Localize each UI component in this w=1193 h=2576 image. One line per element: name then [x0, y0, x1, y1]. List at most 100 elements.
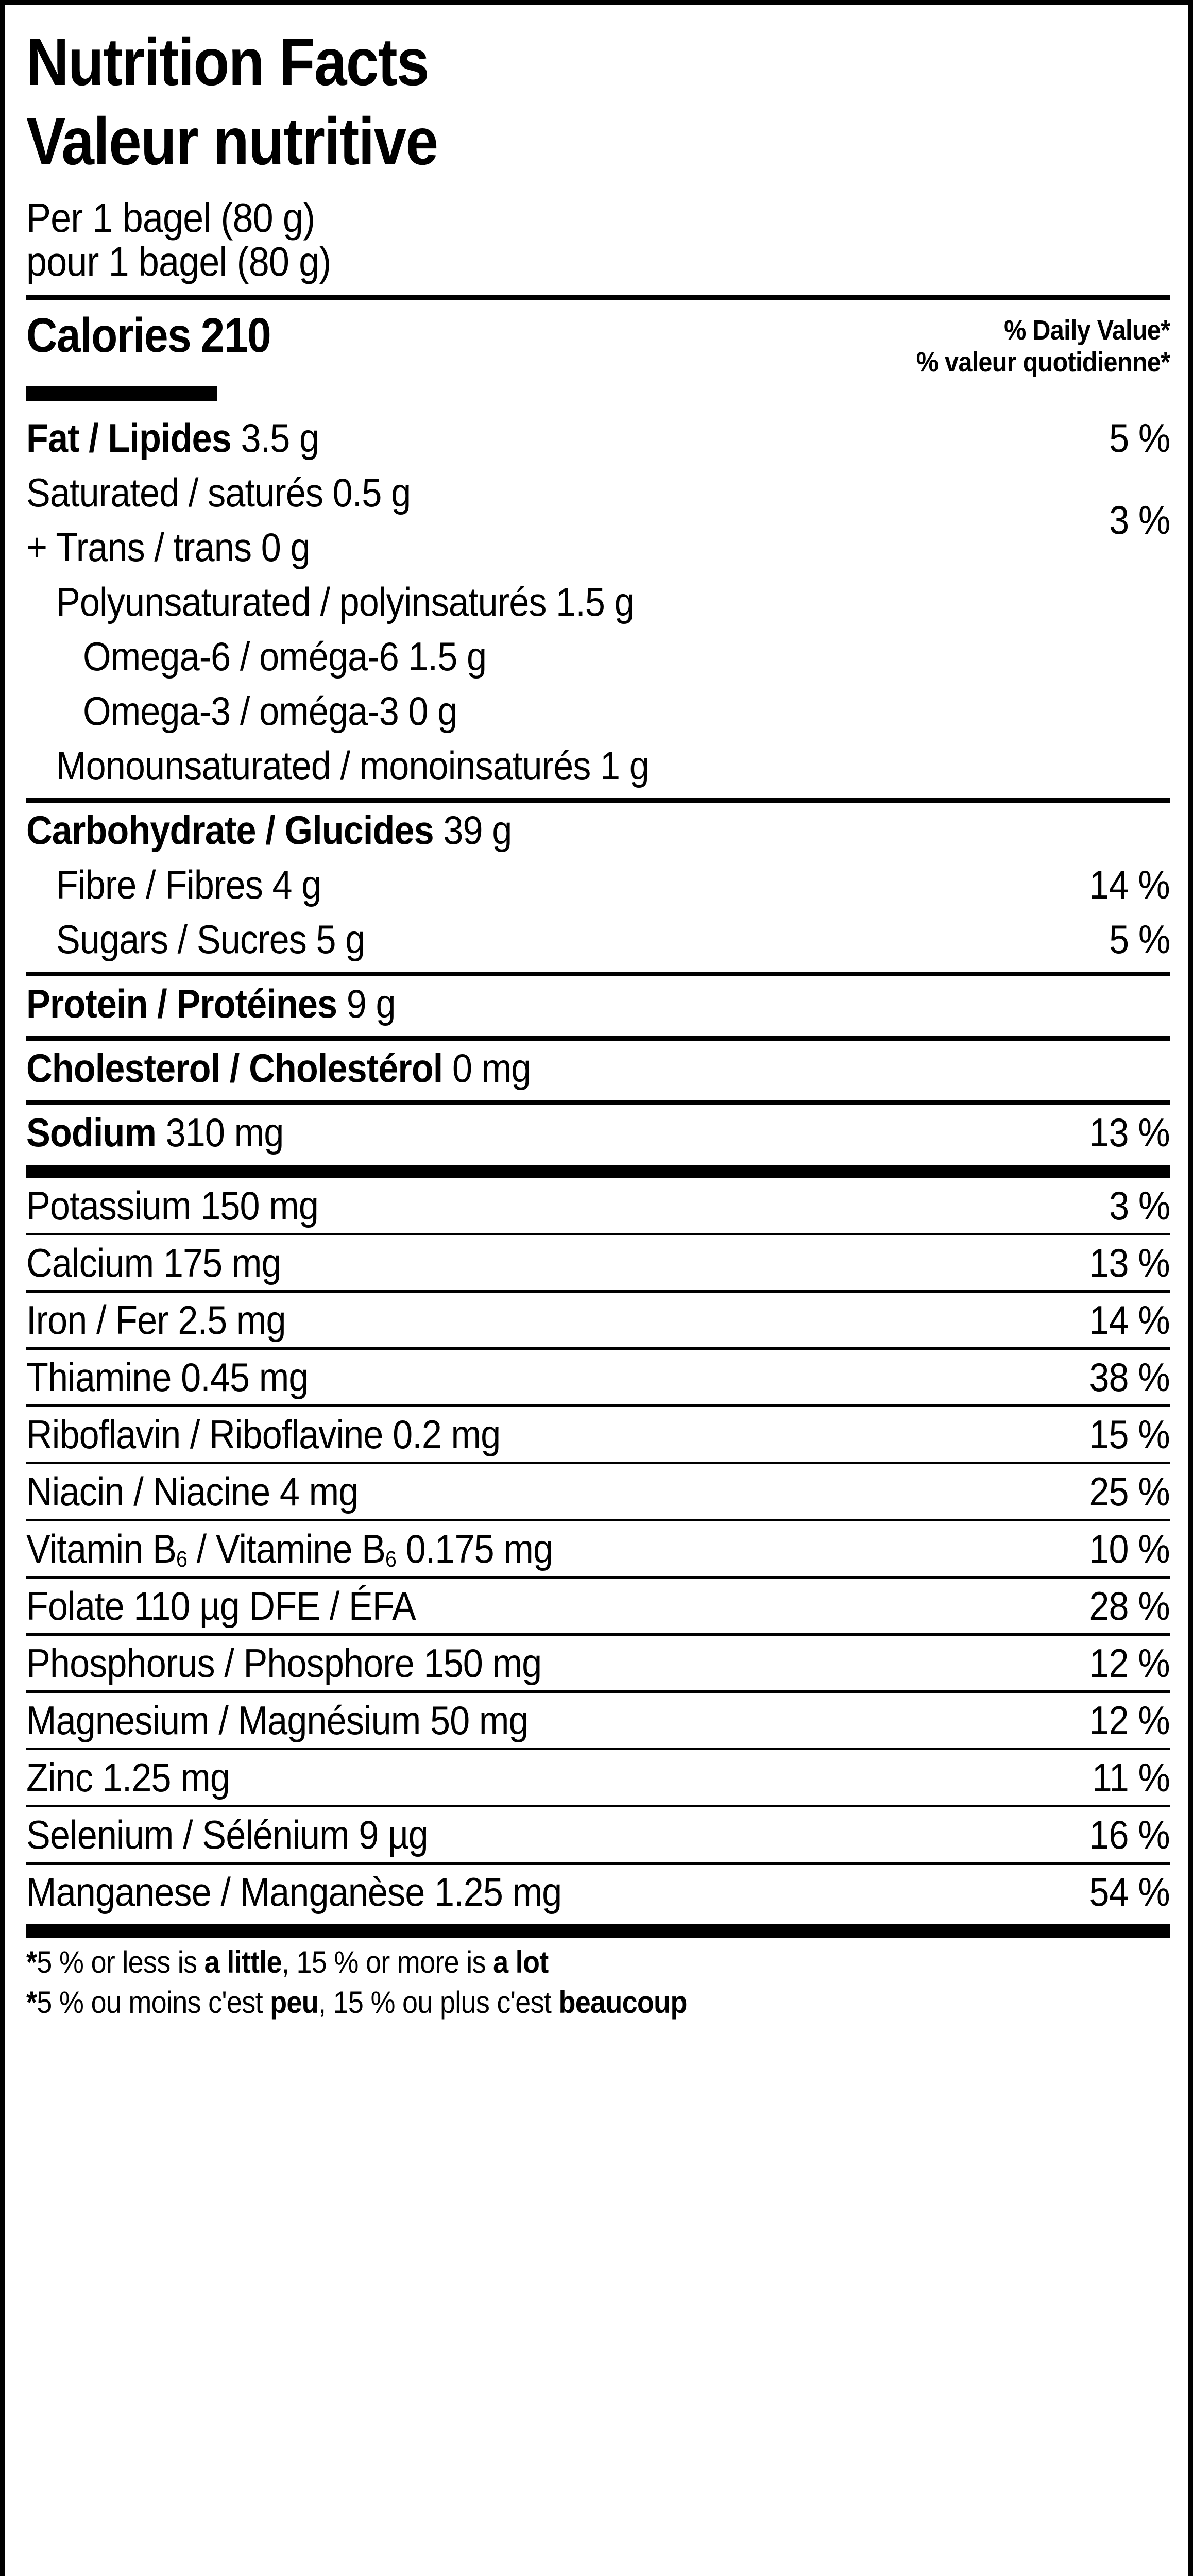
rule-under-zinc [26, 1804, 1170, 1807]
row-vitamin-b6-sub-fr: 6 [385, 1546, 397, 1572]
row-thiamine-name: Thiamine 0.45 mg [26, 1357, 309, 1397]
footnote-en-part2: , 15 % or more is [281, 1944, 493, 1979]
row-niacin-amount: 4 mg [279, 1468, 359, 1514]
row-carbohydrate-name: Carbohydrate / Glucides 39 g [26, 810, 512, 850]
row-fat-label: Fat / Lipides [26, 415, 232, 461]
row-phosphorus: Phosphorus / Phosphore 150 mg 12 % [26, 1636, 1170, 1690]
row-selenium-name: Selenium / Sélénium 9 µg [26, 1811, 429, 1857]
footnote-fr-part1: 5 % ou moins c'est [37, 1985, 270, 2020]
row-fat-amount: 3.5 g [241, 415, 319, 461]
row-sodium-name: Sodium 310 mg [26, 1109, 284, 1155]
row-vitamin-b6-amount: 0.175 mg [405, 1526, 553, 1571]
row-vitamin-b6-pct: 10 % [1089, 1526, 1170, 1571]
rule-under-potassium [26, 1232, 1170, 1235]
row-thiamine-pct: 38 % [1089, 1354, 1170, 1400]
row-potassium-amount: 150 mg [200, 1182, 319, 1228]
row-omega6-name: Omega-6 / oméga-6 1.5 g [83, 636, 487, 676]
row-sodium: Sodium 310 mg 13 % [26, 1105, 1170, 1160]
row-sugars: Sugars / Sucres 5 g 5 % [26, 912, 1170, 967]
row-selenium-pct: 16 % [1089, 1811, 1170, 1857]
calories-value: 210 [200, 308, 271, 363]
rule-under-vitamin-b6 [26, 1575, 1170, 1579]
row-riboflavin-amount: 0.2 mg [393, 1411, 501, 1457]
row-sugars-amount: 5 g [316, 916, 366, 962]
row-iron: Iron / Fer 2.5 mg 14 % [26, 1293, 1170, 1347]
row-vitamin-b6-sub-en: 6 [176, 1546, 188, 1572]
row-cholesterol: Cholesterol / Cholestérol 0 mg [26, 1041, 1170, 1095]
row-sodium-amount: 310 mg [165, 1109, 284, 1155]
row-vitamin-b6-label-mid: / Vitamine B [187, 1526, 386, 1571]
row-zinc-pct: 11 % [1092, 1754, 1170, 1800]
row-saturated-name: Saturated / saturés 0.5 g [26, 472, 411, 513]
rule-under-cholesterol [26, 1100, 1170, 1105]
footnote-fr-part2: , 15 % ou plus c'est [318, 1985, 559, 2020]
footnote-fr: *5 % ou moins c'est peu, 15 % ou plus c'… [26, 1978, 1055, 2018]
row-trans-name: + Trans / trans 0 g [26, 524, 311, 570]
row-sugars-name: Sugars / Sucres 5 g [56, 919, 365, 959]
row-calcium-amount: 175 mg [163, 1240, 282, 1285]
row-manganese-amount: 1.25 mg [434, 1869, 562, 1914]
row-phosphorus-name: Phosphorus / Phosphore 150 mg [26, 1640, 542, 1686]
row-polyunsaturated-amount: 1.5 g [556, 579, 635, 624]
serving-size-fr: pour 1 bagel (80 g) [26, 238, 331, 284]
row-fat-name: Fat / Lipides 3.5 g [26, 418, 319, 458]
row-phosphorus-label: Phosphorus / Phosphore [26, 1640, 415, 1686]
row-iron-name: Iron / Fer 2.5 mg [26, 1300, 286, 1340]
row-monounsaturated-amount: 1 g [600, 742, 650, 788]
row-folate-amount: 110 µg DFE / ÉFA [133, 1583, 416, 1629]
rule-under-fat [26, 798, 1170, 803]
footnote-en-bold1: a little [204, 1944, 282, 1979]
rule-under-selenium [26, 1861, 1170, 1865]
footnote-fr-bold1: peu [270, 1985, 319, 2020]
rule-under-magnesium [26, 1747, 1170, 1750]
row-vitamin-b6-name: Vitamin B6 / Vitamine B6 0.175 mg [26, 1526, 553, 1572]
rule-under-sodium [26, 1164, 1170, 1178]
row-omega3-name: Omega-3 / oméga-3 0 g [83, 691, 457, 731]
footnote-en-part1: 5 % or less is [37, 1944, 204, 1979]
row-omega3-label: Omega-3 / oméga-3 [83, 688, 399, 734]
row-sugars-pct: 5 % [1109, 916, 1170, 962]
rule-under-niacin [26, 1518, 1170, 1521]
calories-line: Calories 210 [26, 308, 271, 363]
row-potassium-name: Potassium 150 mg [26, 1182, 319, 1228]
row-fibre-amount: 4 g [272, 861, 321, 907]
row-zinc-amount: 1.25 mg [102, 1754, 230, 1800]
row-monounsaturated: Monounsaturated / monoinsaturés 1 g [26, 738, 1170, 793]
row-niacin-name: Niacin / Niacine 4 mg [26, 1468, 359, 1514]
row-trans-label: + Trans / trans [26, 524, 252, 570]
row-saturated-label: Saturated / saturés [26, 469, 323, 515]
rule-under-iron [26, 1347, 1170, 1350]
row-saturated-trans-group: Saturated / saturés 0.5 g + Trans / tran… [26, 465, 1170, 574]
row-omega3: Omega-3 / oméga-3 0 g [26, 684, 1170, 738]
row-calcium: Calcium 175 mg 13 % [26, 1235, 1170, 1290]
rule-under-serving [26, 295, 1170, 300]
row-thiamine: Thiamine 0.45 mg 38 % [26, 1350, 1170, 1404]
row-potassium: Potassium 150 mg 3 % [26, 1178, 1170, 1233]
row-protein-amount: 9 g [346, 980, 396, 1026]
row-magnesium-label: Magnesium / Magnésium [26, 1697, 421, 1743]
row-fibre-label: Fibre / Fibres [56, 861, 263, 907]
row-riboflavin: Riboflavin / Riboflavine 0.2 mg 15 % [26, 1407, 1170, 1462]
row-vitamin-b6: Vitamin B6 / Vitamine B6 0.175 mg 10 % [26, 1521, 1170, 1576]
row-magnesium: Magnesium / Magnésium 50 mg 12 % [26, 1693, 1170, 1748]
row-saturated-amount: 0.5 g [332, 469, 412, 515]
row-protein-name: Protein / Protéines 9 g [26, 984, 396, 1024]
rule-under-folate [26, 1633, 1170, 1636]
daily-value-header-en: % Daily Value* [1003, 314, 1170, 346]
row-cholesterol-amount: 0 mg [452, 1045, 531, 1091]
row-sugars-label: Sugars / Sucres [56, 916, 307, 962]
row-calcium-pct: 13 % [1089, 1240, 1170, 1285]
row-magnesium-pct: 12 % [1089, 1697, 1170, 1743]
row-niacin-label: Niacin / Niacine [26, 1468, 270, 1514]
row-cholesterol-label: Cholesterol / Cholestérol [26, 1045, 443, 1091]
rule-under-thiamine [26, 1404, 1170, 1407]
row-folate-pct: 28 % [1089, 1583, 1170, 1629]
row-protein-label: Protein / Protéines [26, 980, 337, 1026]
row-selenium-label: Selenium / Sélénium [26, 1811, 350, 1857]
row-fibre: Fibre / Fibres 4 g 14 % [26, 857, 1170, 912]
row-folate: Folate 110 µg DFE / ÉFA 28 % [26, 1579, 1170, 1633]
row-manganese-label: Manganese / Manganèse [26, 1869, 425, 1914]
row-manganese-pct: 54 % [1089, 1869, 1170, 1914]
row-monounsaturated-name: Monounsaturated / monoinsaturés 1 g [56, 742, 650, 788]
